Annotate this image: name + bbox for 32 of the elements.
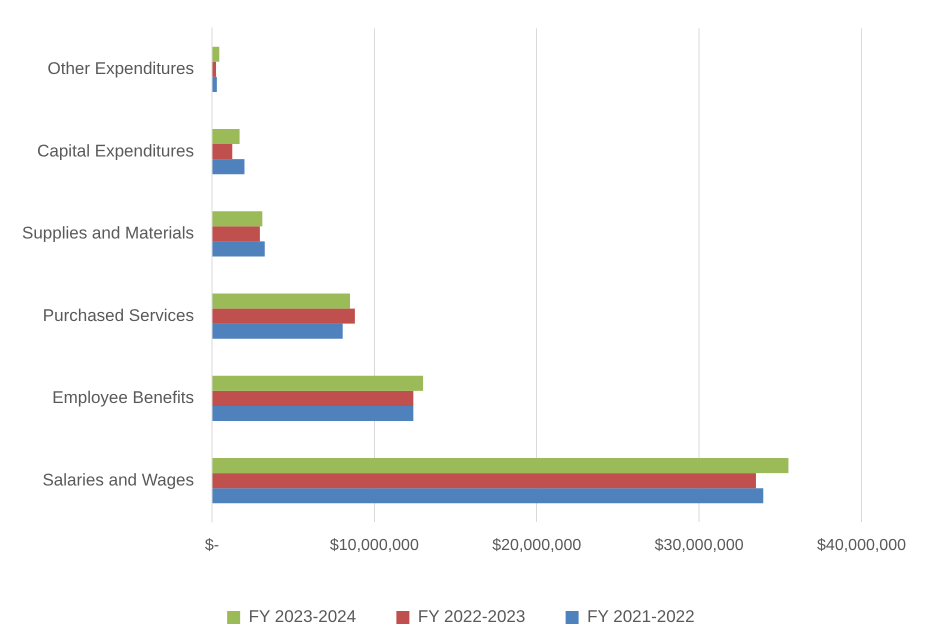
bar <box>212 241 265 256</box>
bar <box>212 458 788 474</box>
bar <box>212 159 244 174</box>
bar <box>212 76 217 92</box>
y-tick-label: Purchased Services <box>42 306 194 325</box>
bar <box>212 46 220 62</box>
bar <box>212 376 424 391</box>
legend-label: FY 2021-2022 <box>587 607 695 626</box>
bar <box>212 211 262 226</box>
x-tick-label: $40,000,000 <box>817 536 906 554</box>
x-tick-label: $- <box>204 536 220 554</box>
bar <box>212 226 260 242</box>
x-tick-label: $30,000,000 <box>654 536 744 554</box>
legend-label: FY 2023-2024 <box>248 607 356 626</box>
bar <box>212 294 350 309</box>
bar <box>212 324 343 339</box>
bar <box>212 406 414 422</box>
x-tick-label: $20,000,000 <box>492 536 582 554</box>
bar <box>212 390 414 406</box>
y-tick-label: Employee Benefits <box>52 388 194 408</box>
y-tick-label: Supplies and Materials <box>22 224 194 243</box>
bar <box>212 488 764 504</box>
bar <box>212 128 240 144</box>
bar <box>212 144 232 160</box>
x-tick-label: $10,000,000 <box>330 536 419 554</box>
y-tick-label: Other Expenditures <box>48 59 194 78</box>
y-tick-label: Salaries and Wages <box>42 470 194 490</box>
bar <box>212 473 756 488</box>
y-tick-label: Capital Expenditures <box>37 141 194 160</box>
bar <box>212 308 355 324</box>
legend-label: FY 2022-2023 <box>418 607 526 626</box>
bar <box>212 62 216 77</box>
